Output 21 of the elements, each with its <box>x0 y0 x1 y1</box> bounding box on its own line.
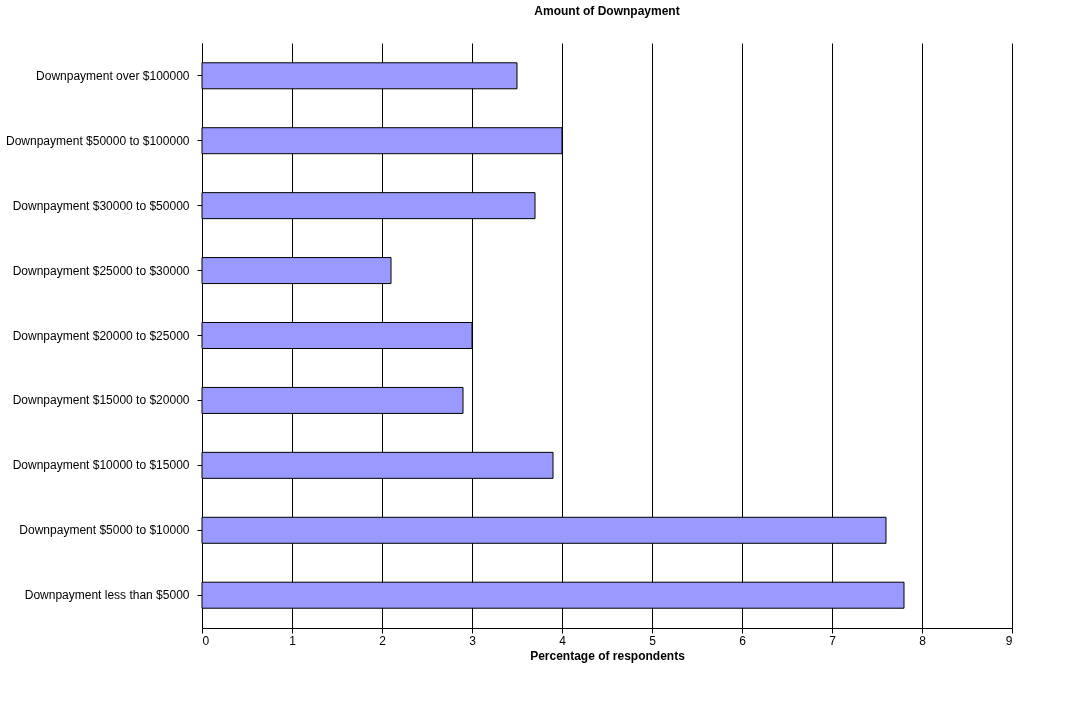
y-tick-label: Downpayment $15000 to $20000 <box>12 393 190 408</box>
x-tick-label: 9 <box>1005 633 1013 648</box>
y-tick-label: Downpayment over $100000 <box>36 68 190 83</box>
y-tick-label: Downpayment $5000 to $10000 <box>19 523 190 538</box>
x-tick-label: 1 <box>289 633 297 648</box>
x-tick-label: 0 <box>202 633 210 648</box>
x-axis-title: Percentage of respondents <box>530 648 686 663</box>
chart-title: Amount of Downpayment <box>534 4 680 18</box>
x-tick-label: 2 <box>379 633 387 648</box>
x-tick-label: 4 <box>559 633 567 648</box>
x-tick-label: 7 <box>829 633 837 648</box>
y-tick-label: Downpayment $30000 to $50000 <box>12 198 190 213</box>
x-tick-label: 8 <box>919 633 927 648</box>
y-tick-label: Downpayment $50000 to $100000 <box>6 133 190 148</box>
y-tick-label: Downpayment $10000 to $15000 <box>12 458 190 473</box>
y-tick-label: Downpayment $20000 to $25000 <box>12 328 190 343</box>
y-tick-label: Downpayment less than $5000 <box>24 588 190 603</box>
x-tick-label: 3 <box>469 633 477 648</box>
x-tick-label: 6 <box>739 633 747 648</box>
y-tick-label: Downpayment $25000 to $30000 <box>12 263 190 278</box>
x-tick-label: 5 <box>649 633 657 648</box>
